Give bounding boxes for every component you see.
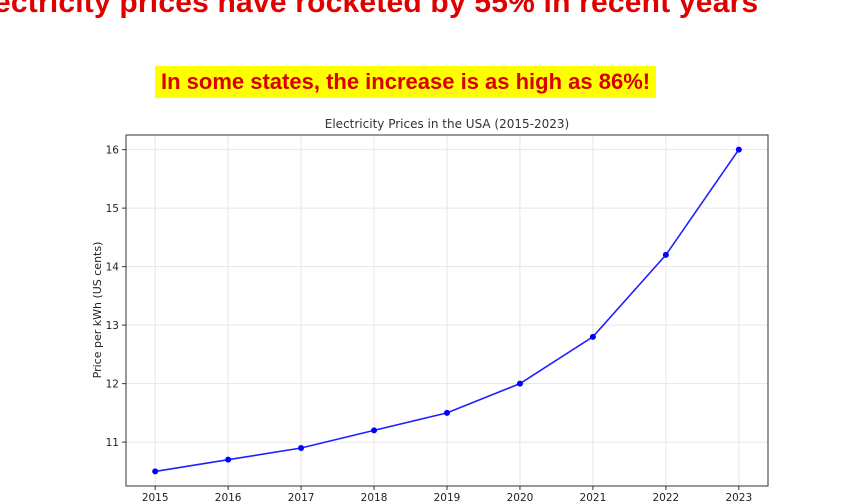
data-point-2022 [662, 251, 669, 258]
y-tick-label: 14 [106, 262, 120, 274]
x-tick-label: 2021 [580, 492, 607, 502]
subheadline-banner: In some states, the increase is as high … [155, 66, 657, 98]
data-point-2018 [371, 427, 378, 434]
y-tick-label: 16 [106, 145, 120, 157]
x-tick-label: 2015 [142, 492, 169, 502]
data-point-2017 [298, 444, 305, 451]
y-tick-label: 13 [106, 320, 119, 332]
x-tick-label: 2019 [434, 492, 461, 502]
headline: ectricity prices have rocketed by 55% in… [0, 0, 759, 19]
data-point-2021 [589, 333, 596, 340]
grid [126, 135, 768, 486]
data-point-2019 [444, 409, 450, 416]
data-point-2020 [516, 380, 523, 387]
x-tick-label: 2016 [215, 492, 242, 502]
x-tick-label: 2023 [725, 492, 752, 502]
y-tick-label: 15 [106, 203, 119, 215]
x-tick-label: 2018 [361, 492, 388, 502]
y-axis-label: Price per kWh (US cents) [91, 242, 104, 379]
x-tick-label: 2017 [288, 492, 315, 502]
y-tick-label: 12 [106, 379, 119, 391]
y-axis: 11 12 13 14 15 16 [106, 145, 126, 449]
x-tick-label: 2020 [507, 492, 534, 502]
x-tick-label: 2022 [652, 492, 679, 502]
data-points [152, 146, 742, 475]
data-point-2016 [225, 456, 232, 463]
y-tick-label: 11 [106, 437, 119, 449]
x-axis: 2015 2016 2017 2018 2019 2020 2021 2022 2023 [142, 486, 752, 502]
data-point-2023 [735, 146, 742, 153]
chart-title: Electricity Prices in the USA (2015-2023… [325, 117, 569, 131]
data-point-2015 [152, 468, 159, 475]
